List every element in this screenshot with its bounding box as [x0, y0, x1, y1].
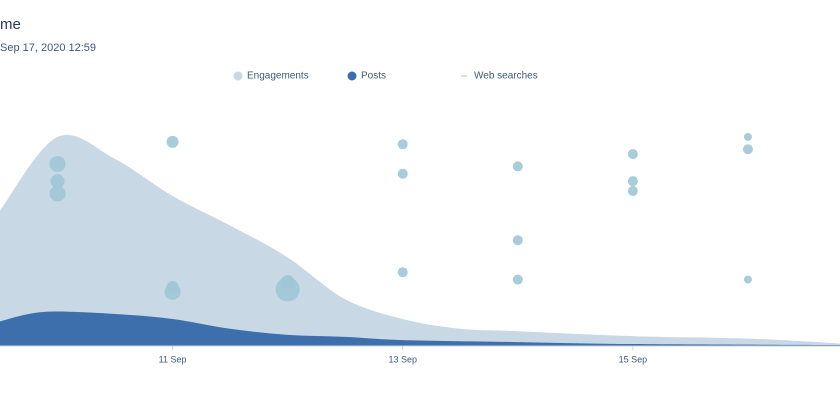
chart-title: me	[0, 16, 21, 33]
bubble	[512, 235, 523, 246]
bubble	[397, 267, 408, 278]
bubble	[397, 168, 408, 179]
x-tick-label: 13 Sep	[388, 354, 417, 364]
bubble	[164, 283, 181, 300]
area	[0, 134, 840, 346]
legend-label: Posts	[361, 71, 386, 82]
bubble	[512, 161, 523, 172]
bubble	[743, 275, 752, 284]
bubble	[49, 155, 66, 172]
bubble	[49, 185, 66, 202]
bubble	[512, 274, 523, 285]
legend-label: Web searches	[474, 71, 538, 82]
legend-label: Engagements	[247, 71, 309, 82]
bubble	[397, 139, 408, 150]
x-tick-label: 15 Sep	[619, 354, 648, 364]
bubble	[627, 186, 638, 197]
bubble	[742, 144, 753, 155]
legend-marker	[347, 71, 357, 81]
x-tick-label: 11 Sep	[159, 354, 187, 364]
bubble	[166, 135, 179, 148]
chart-subtitle: Sep 17, 2020 12:59	[0, 42, 96, 54]
legend-marker	[233, 71, 243, 81]
bubble	[743, 132, 752, 141]
area	[0, 311, 840, 346]
bubble	[627, 176, 638, 187]
bubble	[627, 149, 638, 160]
bubble	[50, 174, 65, 189]
bubble	[280, 275, 295, 290]
